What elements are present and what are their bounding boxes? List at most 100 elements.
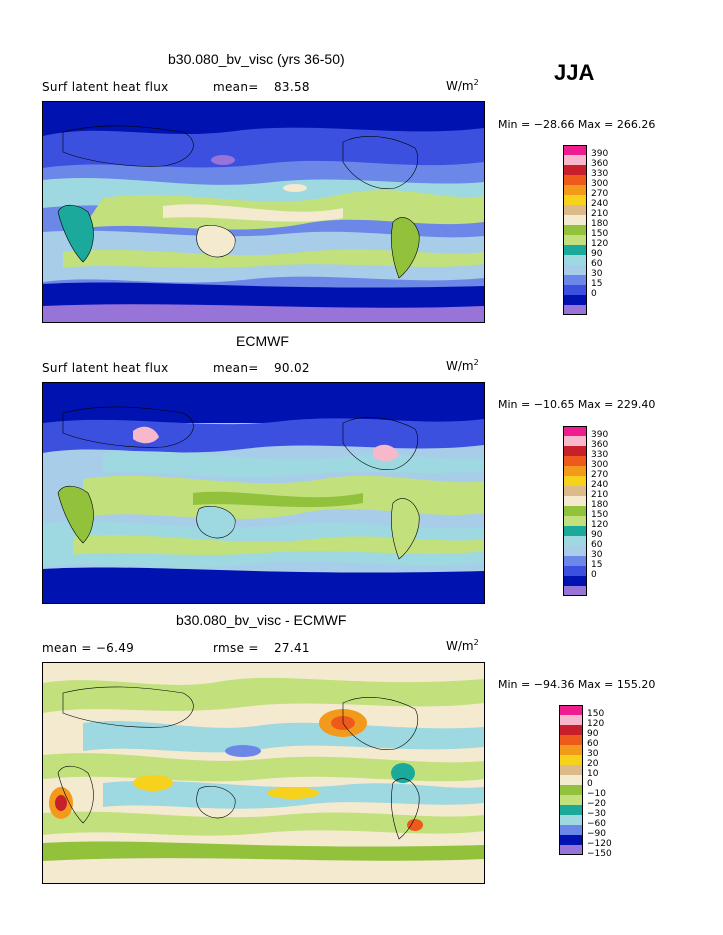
colorbar-swatch [563,506,587,516]
colorbar-tick-label: 0 [591,570,597,580]
colorbar-tick-label: 120 [587,719,605,729]
colorbar-swatch [563,446,587,456]
colorbar-tick-label: 15 [591,279,603,289]
colorbar-swatch [563,155,587,165]
colorbar-tick-label: 90 [591,530,603,540]
colorbar-tick-label: 240 [591,480,609,490]
colorbar-tick-label: 270 [591,470,609,480]
colorbar-tick-label: 210 [591,209,609,219]
colorbar-swatch [559,705,583,715]
colorbar-swatch [559,715,583,725]
colorbar-tick-label: 270 [591,189,609,199]
panel-1-variable-label: Surf latent heat flux [42,80,169,94]
colorbar-swatch [559,765,583,775]
colorbar-tick-label: 150 [591,229,609,239]
colorbar-tick-label: −10 [587,789,606,799]
panel-3-mean-label: mean = −6.49 [42,641,135,655]
colorbar-tick-label: 330 [591,169,609,179]
colorbar-swatch [563,436,587,446]
colorbar-tick-label: −90 [587,829,606,839]
colorbar-swatch [563,225,587,235]
colorbar-swatch [563,566,587,576]
panel-3-title: b30.080_bv_visc - ECMWF [176,612,347,628]
colorbar-tick-label: 30 [587,749,599,759]
colorbar-swatch [563,516,587,526]
colorbar-tick-label: 360 [591,440,609,450]
colorbar-tick-label: 0 [587,779,593,789]
panel-1-stat-label: mean= [213,80,259,94]
colorbar-tick-label: −30 [587,809,606,819]
colorbar-tick-label: 360 [591,159,609,169]
colorbar-swatch [563,576,587,586]
colorbar-swatch [563,466,587,476]
colorbar-swatch [563,255,587,265]
colorbar-swatch [563,586,587,596]
colorbar-swatch [563,526,587,536]
colorbar-tick-label: 20 [587,759,599,769]
colorbar-tick-label: 300 [591,179,609,189]
colorbar-tick-label: −150 [587,849,612,859]
colorbar-tick-label: 60 [591,259,603,269]
panel-1-map [42,101,485,323]
colorbar-swatch [563,295,587,305]
colorbar-swatch [563,235,587,245]
panel-1-units: W/m2 [446,78,479,93]
colorbar-swatch [563,205,587,215]
panel-2-stat-value: 90.02 [274,361,310,375]
panel-2-map [42,382,485,604]
colorbar-tick-label: 90 [591,249,603,259]
colorbar-swatch [563,426,587,436]
colorbar-swatch [563,165,587,175]
colorbar-swatch [559,725,583,735]
colorbar-tick-label: 240 [591,199,609,209]
colorbar-swatch [563,536,587,546]
panel-1-map-svg [43,102,484,322]
colorbar-tick-label: 120 [591,239,609,249]
colorbar-tick-label: 30 [591,550,603,560]
colorbar-swatch [559,785,583,795]
colorbar-swatch [559,825,583,835]
colorbar-tick-label: −60 [587,819,606,829]
panel-2-units: W/m2 [446,358,479,373]
colorbar-tick-label: −120 [587,839,612,849]
panel-3-map [42,662,485,884]
colorbar-swatch [563,245,587,255]
panel-3-map-svg [43,663,484,883]
panel-3-stat-value: 27.41 [274,641,310,655]
panel-2-title: ECMWF [236,333,289,349]
colorbar-swatch [559,805,583,815]
season-label: JJA [554,60,595,85]
panel-2-variable-label: Surf latent heat flux [42,361,169,375]
colorbar-tick-label: 180 [591,219,609,229]
colorbar-tick-label: 210 [591,490,609,500]
colorbar-swatch [563,145,587,155]
colorbar-swatch [563,175,587,185]
panel-2-map-svg [43,383,484,603]
colorbar-tick-label: −20 [587,799,606,809]
panel-3-units: W/m2 [446,638,479,653]
colorbar-tick-label: 390 [591,430,609,440]
colorbar-swatch [559,815,583,825]
colorbar-tick-label: 10 [587,769,599,779]
colorbar-tick-label: 90 [587,729,599,739]
colorbar-swatch [563,305,587,315]
panel-1-min-max: Min = −28.66 Max = 266.26 [498,118,656,131]
colorbar-tick-label: 180 [591,500,609,510]
colorbar-swatch [563,275,587,285]
colorbar-tick-label: 150 [587,709,605,719]
colorbar-swatch [563,486,587,496]
panel-3-stat-label: rmse = [213,641,259,655]
panel-1-stat-value: 83.58 [274,80,310,94]
colorbar-tick-label: 120 [591,520,609,530]
colorbar-swatch [563,496,587,506]
colorbar-tick-label: 15 [591,560,603,570]
colorbar-swatch [559,835,583,845]
panel-2-min-max: Min = −10.65 Max = 229.40 [498,398,656,411]
colorbar-swatch [563,476,587,486]
colorbar-swatch [559,845,583,855]
colorbar-tick-label: 60 [591,540,603,550]
panel-1-title: b30.080_bv_visc (yrs 36-50) [168,51,345,67]
colorbar-tick-label: 330 [591,450,609,460]
colorbar-tick-label: 60 [587,739,599,749]
colorbar-swatch [563,456,587,466]
